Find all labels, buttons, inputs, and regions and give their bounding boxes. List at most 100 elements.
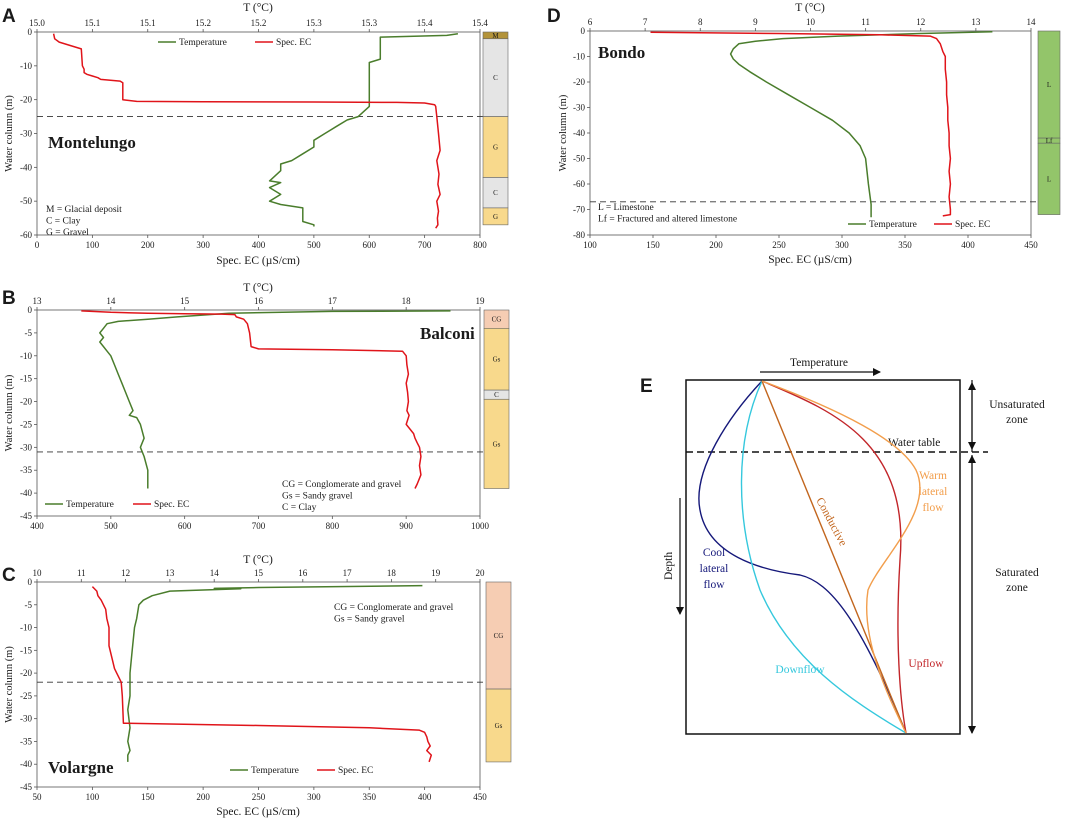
y-tick-label: -40 xyxy=(20,759,32,769)
y-tick-label: -25 xyxy=(20,419,32,429)
bottom-tick-label: 250 xyxy=(772,240,786,250)
legend-note: CG = Conglomerate and gravel xyxy=(334,603,454,613)
site-name: Balconi xyxy=(420,324,475,343)
y-tick-label: -10 xyxy=(573,52,585,62)
top-axis-title: T (°C) xyxy=(795,2,825,14)
spec-ec-series-line xyxy=(650,31,952,217)
bottom-tick-label: 400 xyxy=(418,792,432,802)
plot-frame xyxy=(589,30,1032,236)
y-tick-label: -5 xyxy=(25,600,33,610)
lithology-code: G xyxy=(493,144,498,152)
y-tick-label: -30 xyxy=(573,103,585,113)
y-tick-label: 0 xyxy=(28,27,33,37)
panel-letter-e: E xyxy=(640,376,653,397)
bottom-tick-label: 0 xyxy=(35,240,40,250)
lab-cool-line: flow xyxy=(703,579,725,591)
top-tick-label: 17 xyxy=(328,296,338,306)
y-tick-label: -25 xyxy=(20,691,32,701)
top-tick-label: 15.4 xyxy=(417,18,433,28)
y-tick-label: -60 xyxy=(573,179,585,189)
legend-note: Gs = Sandy gravel xyxy=(282,492,353,502)
lithology-code: L xyxy=(1047,175,1051,183)
y-axis-title: Water column (m) xyxy=(558,94,569,171)
lab-warm-line: lateral xyxy=(919,486,948,498)
bottom-tick-label: 300 xyxy=(307,792,321,802)
warm-lateral-flow-curve xyxy=(761,380,921,734)
downflow-curve xyxy=(740,380,907,734)
bottom-tick-label: 350 xyxy=(898,240,912,250)
y-tick-label: -70 xyxy=(573,205,585,215)
legend-note: L = Limestone xyxy=(598,203,654,213)
lab-warm-line: Warm xyxy=(919,470,947,482)
panel-volargne: 10 11 12 13 14 15 16 17 18 19 20 T (°C) 50 100 150 200 2… xyxy=(4,554,512,818)
bottom-tick-label: 150 xyxy=(646,240,660,250)
bottom-tick-label: 1000 xyxy=(471,521,490,531)
legend-note: C = Clay xyxy=(282,503,317,513)
top-tick-label: 16 xyxy=(254,296,264,306)
y-tick-label: 0 xyxy=(28,305,33,315)
bottom-axis-title: Spec. EC (µS/cm) xyxy=(216,255,300,267)
bottom-tick-label: 200 xyxy=(709,240,723,250)
saturated-zone-label: Saturated zone xyxy=(995,567,1039,594)
panel-letter-c: C xyxy=(2,565,16,586)
warm-lateral-flow-label: Warm lateral flow xyxy=(919,470,948,514)
bottom-tick-label: 700 xyxy=(252,521,266,531)
legend-spec-ec-label: Spec. EC xyxy=(276,38,311,48)
bottom-tick-label: 900 xyxy=(399,521,413,531)
y-tick-label: -15 xyxy=(20,645,32,655)
downflow-label: Downflow xyxy=(775,664,825,676)
lithology-layer xyxy=(483,328,510,391)
spec-ec-series-line xyxy=(52,33,441,229)
y-axis-title: Water column (m) xyxy=(4,95,15,172)
bottom-tick-label: 300 xyxy=(835,240,849,250)
y-tick-label: -40 xyxy=(573,128,585,138)
top-tick-label: 19 xyxy=(476,296,486,306)
bottom-tick-label: 300 xyxy=(196,240,210,250)
y-tick-label: -20 xyxy=(20,95,32,105)
bottom-tick-label: 200 xyxy=(141,240,155,250)
top-axis-title: T (°C) xyxy=(243,2,273,14)
bottom-tick-label: 500 xyxy=(104,521,118,531)
top-tick-label: 15.3 xyxy=(306,18,322,28)
top-tick-label: 18 xyxy=(387,568,397,578)
lithology-code: Lf xyxy=(1046,137,1053,145)
bottom-axis-title: Spec. EC (µS/cm) xyxy=(768,254,852,266)
bottom-tick-label: 600 xyxy=(178,521,192,531)
y-tick-label: -50 xyxy=(573,154,585,164)
y-tick-label: -40 xyxy=(20,488,32,498)
y-tick-label: -45 xyxy=(20,782,32,792)
lab-warm-line: flow xyxy=(922,502,944,514)
lithology-code: C xyxy=(493,74,498,82)
conductive-curve xyxy=(761,380,907,734)
lithology-code: Gs xyxy=(493,356,501,364)
y-tick-label: -50 xyxy=(20,196,32,206)
spec-ec-series-line xyxy=(91,586,433,763)
water-table-label: Water table xyxy=(888,437,940,449)
legend-temperature-label: Temperature xyxy=(179,38,227,48)
legend-note: M = Glacial deposit xyxy=(46,205,122,215)
top-tick-label: 15.1 xyxy=(85,18,101,28)
y-tick-label: -10 xyxy=(20,623,32,633)
lithology-code: L xyxy=(1047,81,1051,89)
bottom-tick-label: 800 xyxy=(473,240,487,250)
legend-temperature-label: Temperature xyxy=(869,220,917,230)
bottom-tick-label: 500 xyxy=(307,240,321,250)
top-tick-label: 11 xyxy=(861,17,870,27)
bottom-tick-label: 700 xyxy=(418,240,432,250)
site-name: Bondo xyxy=(598,43,645,62)
panel-montelungo: 15.0 15.1 15.1 15.2 15.2 15.3 15.3 15.4 15.4 T (°… xyxy=(4,2,509,267)
top-tick-label: 6 xyxy=(588,17,593,27)
bottom-axis-title: Spec. EC (µS/cm) xyxy=(216,806,300,818)
top-tick-label: 14 xyxy=(210,568,220,578)
y-tick-label: -5 xyxy=(25,328,33,338)
bottom-tick-label: 100 xyxy=(583,240,597,250)
y-tick-label: -80 xyxy=(573,230,585,240)
bottom-tick-label: 400 xyxy=(252,240,266,250)
y-tick-label: 0 xyxy=(581,26,586,36)
top-tick-label: 19 xyxy=(431,568,441,578)
bottom-tick-label: 800 xyxy=(326,521,340,531)
lithology-layer xyxy=(483,398,510,489)
legend-note: CG = Conglomerate and gravel xyxy=(282,480,402,490)
legend-temperature-label: Temperature xyxy=(251,766,299,776)
